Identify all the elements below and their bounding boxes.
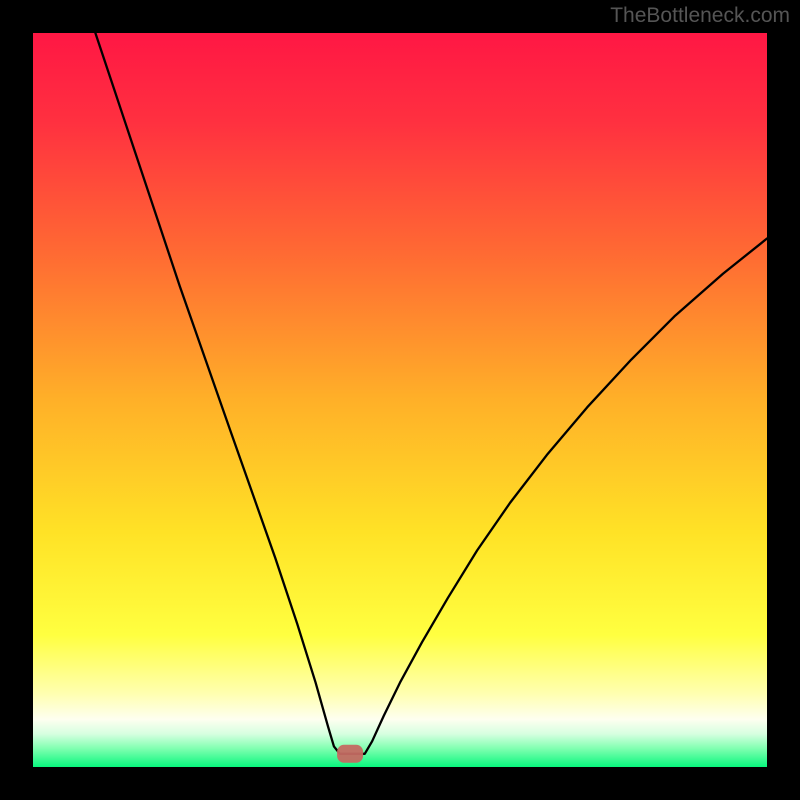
optimal-point-marker: [337, 745, 363, 763]
gradient-v-curve-chart: [0, 0, 800, 800]
chart-container: TheBottleneck.com: [0, 0, 800, 800]
plot-gradient-background: [33, 33, 767, 767]
watermark-text: TheBottleneck.com: [610, 4, 790, 28]
